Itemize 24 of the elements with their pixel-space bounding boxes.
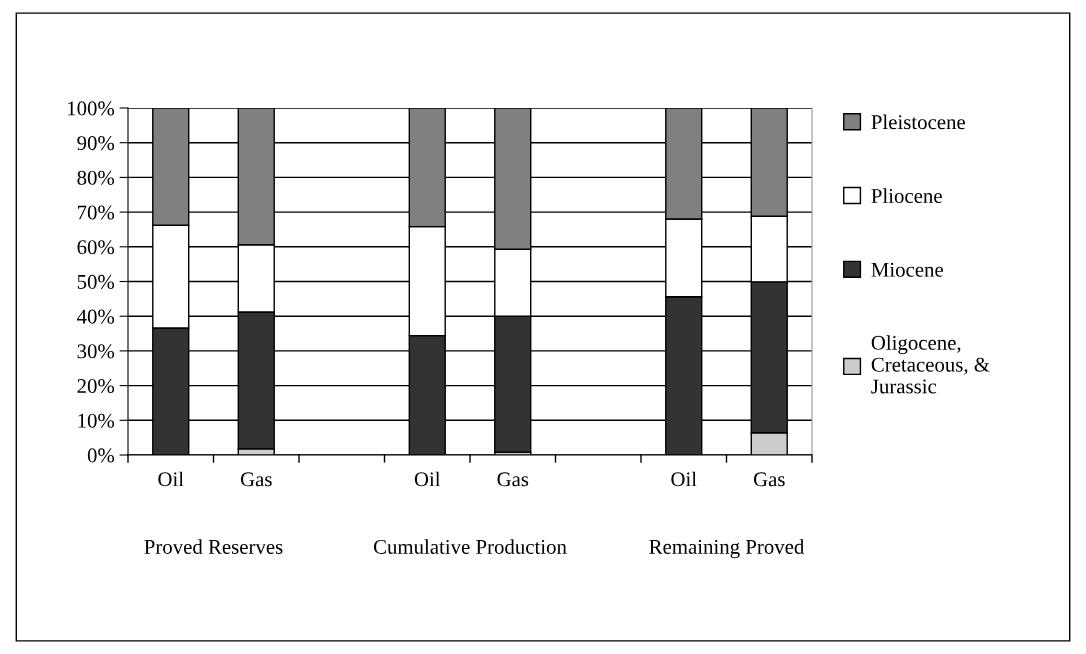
text: Proved Reserves	[144, 539, 283, 554]
x-tick-label: Gas	[753, 472, 785, 487]
y-tick-label: 70%	[77, 205, 115, 220]
y-tick-label: 30%	[77, 344, 115, 359]
y-tick-label: 90%	[77, 136, 115, 151]
text: Remaining Proved	[649, 539, 805, 559]
y-tick-label: 10%	[78, 413, 115, 428]
x-tick-label: Gas	[497, 472, 529, 487]
text: Cumulative Production	[373, 539, 567, 554]
x-tick-label: Oil	[414, 471, 441, 487]
y-tick-label: 100%	[68, 101, 115, 116]
legend-label: Pliocene	[871, 188, 942, 203]
x-tick-label: Oil	[158, 471, 184, 487]
legend-label: Oligocene, Cretaceous, & Jurassic	[871, 335, 990, 394]
y-tick-label: 50%	[77, 274, 115, 289]
x-tick-label: Gas	[240, 472, 272, 487]
x-tick-label: Oil	[671, 471, 697, 487]
y-tick-label: 0%	[87, 448, 115, 463]
y-tick-label: 40%	[77, 309, 115, 324]
legend-label: Miocene	[871, 262, 943, 277]
y-tick-label: 20%	[77, 378, 115, 394]
y-tick-label: 60%	[77, 240, 115, 255]
y-tick-label: 80%	[77, 170, 115, 185]
legend-label: Pleistocene	[871, 114, 965, 130]
